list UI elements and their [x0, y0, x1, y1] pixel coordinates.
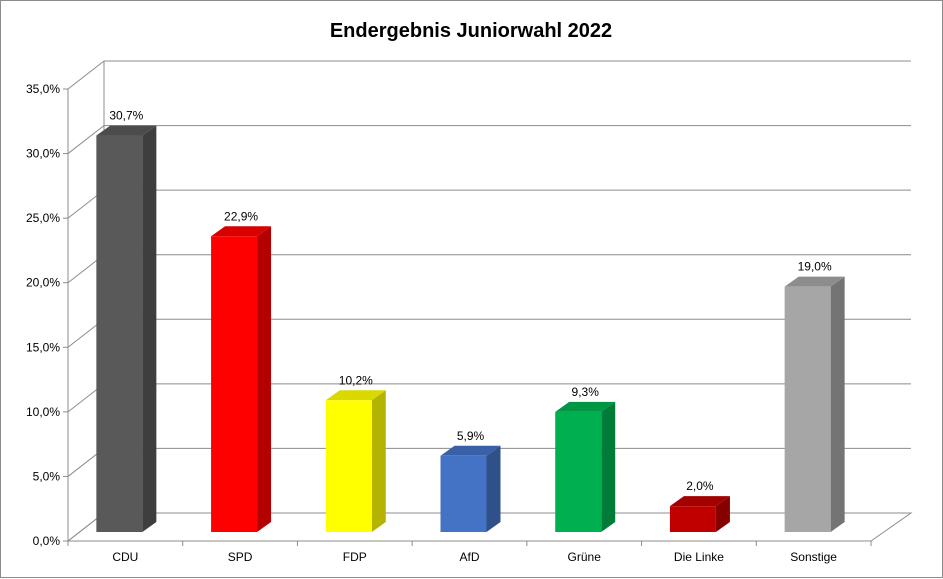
bar-top	[211, 226, 272, 237]
bar-sonstige	[784, 276, 845, 532]
data-label: 22,9%	[224, 209, 258, 223]
y-tick-label: 35,0%	[26, 82, 60, 96]
bars-layer	[96, 125, 845, 532]
bar-front	[211, 236, 258, 532]
bar-side	[830, 276, 845, 532]
chart-title: Endergebnis Juniorwahl 2022	[330, 20, 612, 42]
bar-top	[555, 401, 616, 412]
labels-layer: 30,7% 22,9% 10,2% 5,9% 9,3% 2,0% 19,0%	[109, 109, 832, 494]
gridline-depth	[67, 60, 105, 90]
y-tick-label: 25,0%	[26, 211, 60, 225]
bar-side	[142, 125, 157, 532]
bar-side	[486, 445, 501, 532]
bar-side	[601, 401, 616, 532]
bar-top	[96, 125, 157, 136]
bar-spd	[211, 226, 272, 532]
gridline-depth	[67, 125, 105, 154]
x-tick-label: SPD	[228, 550, 253, 564]
x-tick-label: AfD	[459, 550, 479, 564]
data-label: 9,3%	[572, 385, 600, 399]
data-label: 10,2%	[339, 373, 373, 387]
bar-front	[325, 400, 372, 532]
bar-front	[96, 135, 143, 532]
x-tick-label: FDP	[343, 550, 367, 564]
data-label: 2,0%	[686, 479, 714, 493]
y-tick-label: 0,0%	[33, 534, 61, 548]
bar-afd	[440, 445, 501, 532]
bar-front	[440, 455, 487, 532]
bar-top	[440, 445, 501, 456]
axis-layer: 0,0% 5,0% 10,0% 15,0% 20,0% 25,0% 30,0% 35,0% CD…	[26, 82, 872, 564]
bar-front	[784, 286, 831, 532]
bar-fdp	[325, 390, 386, 532]
data-label: 5,9%	[457, 429, 485, 443]
x-tick-label: Sonstige	[790, 550, 837, 564]
bar-front	[669, 506, 716, 532]
y-tick-label: 10,0%	[26, 405, 60, 419]
bar-side	[257, 226, 272, 532]
bar-top	[784, 276, 845, 287]
bar-side	[715, 496, 730, 532]
bar-top	[325, 390, 386, 401]
data-label: 19,0%	[798, 260, 832, 274]
bar-grüne	[555, 401, 616, 532]
bar-front	[555, 411, 602, 532]
x-tick-label: CDU	[112, 550, 138, 564]
bar-cdu	[96, 125, 157, 532]
x-tick-label: Grüne	[568, 550, 602, 564]
x-tick-label: Die Linke	[674, 550, 724, 564]
data-label: 30,7%	[109, 109, 143, 123]
y-tick-label: 15,0%	[26, 340, 60, 354]
bar-die-linke	[669, 496, 730, 532]
bar-top	[669, 496, 730, 507]
y-tick-label: 5,0%	[33, 469, 61, 483]
y-tick-label: 30,0%	[26, 147, 60, 161]
y-tick-label: 20,0%	[26, 276, 60, 290]
bar-side	[371, 390, 386, 532]
